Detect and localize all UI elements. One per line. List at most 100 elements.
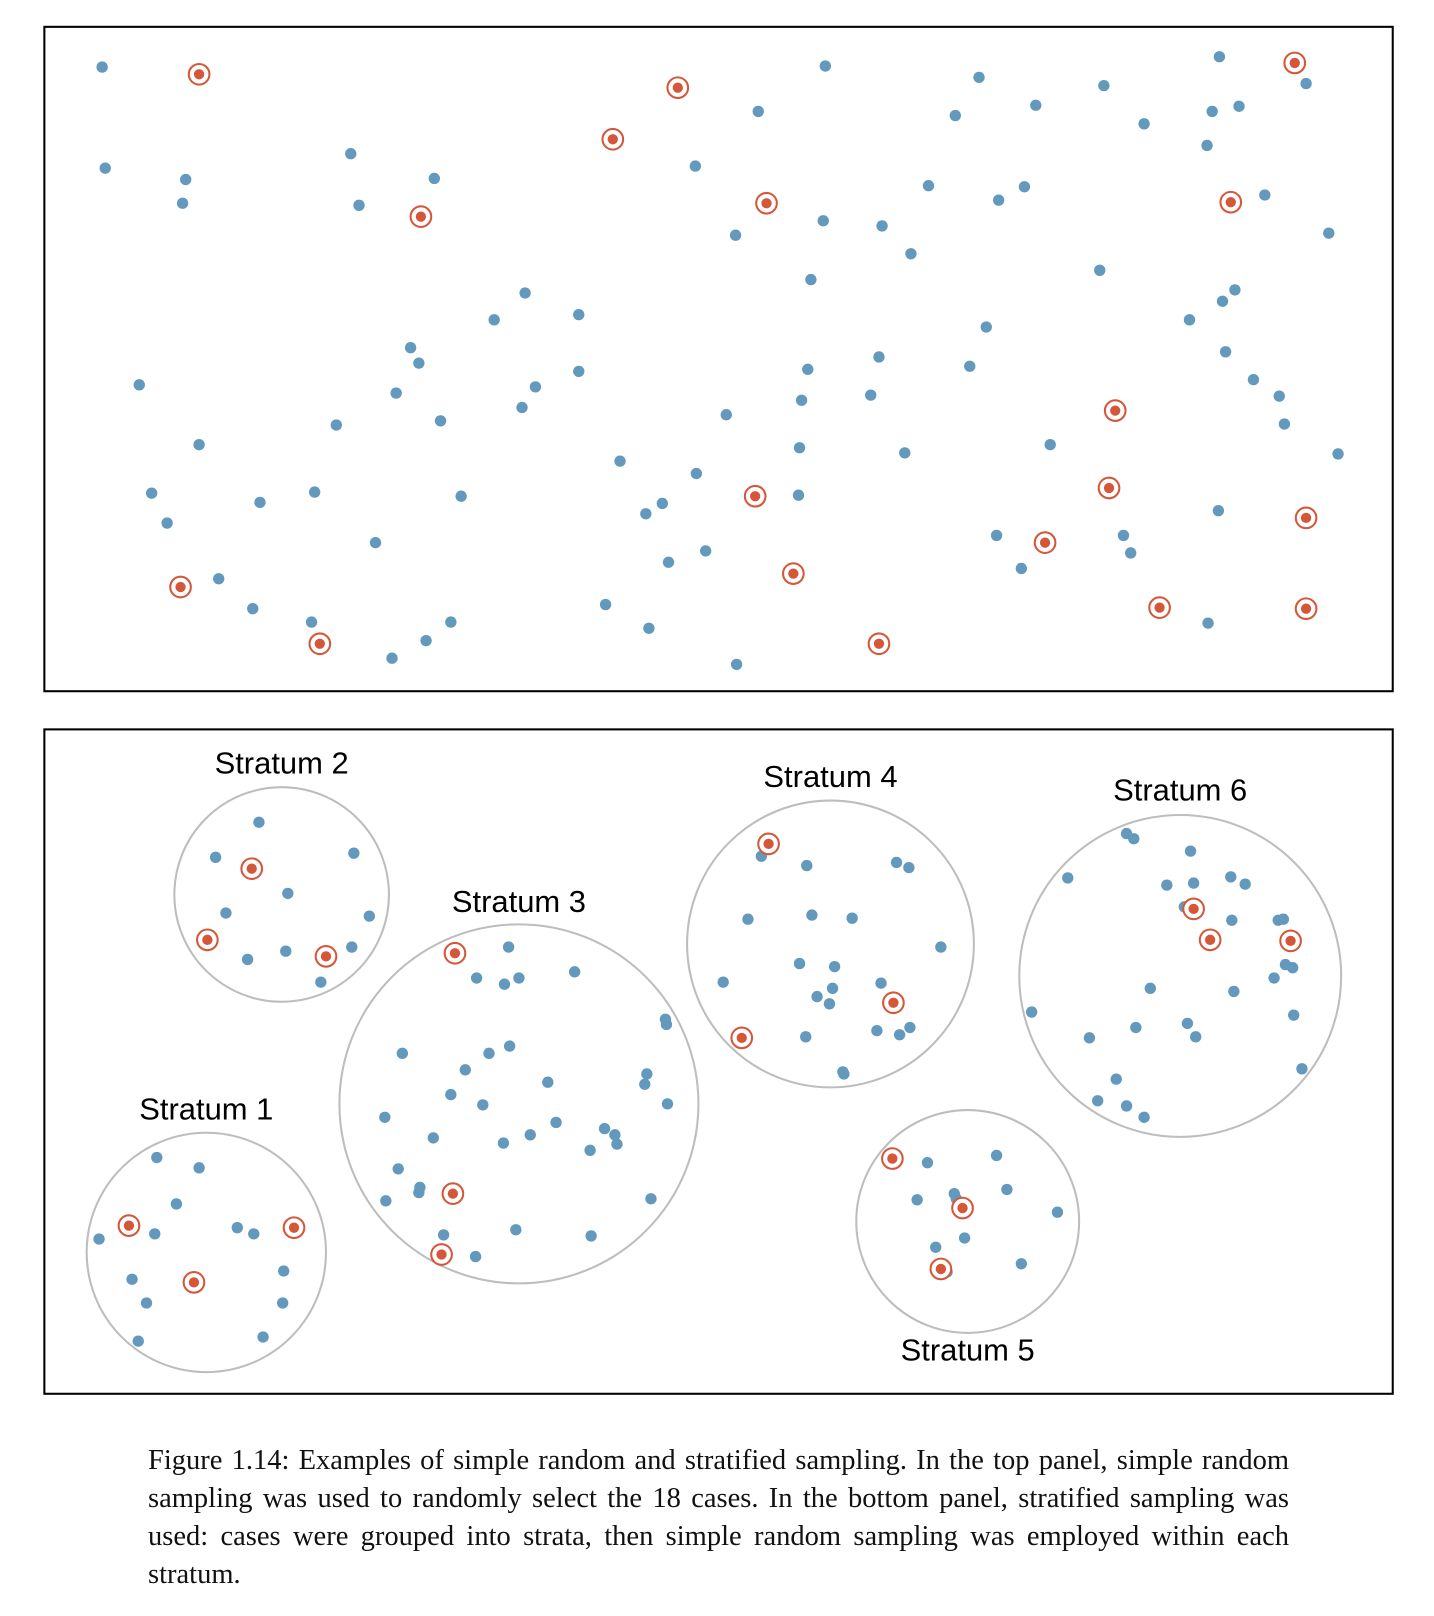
- case-point: [180, 173, 192, 186]
- case-point: [404, 342, 417, 354]
- case-point: [1098, 79, 1110, 92]
- case-point: [140, 1297, 153, 1309]
- case-point: [149, 1228, 161, 1240]
- sampled-case: [320, 951, 332, 962]
- case-point: [247, 603, 259, 615]
- case-point: [1161, 879, 1173, 891]
- case-point: [1229, 284, 1241, 296]
- case-point: [611, 1138, 623, 1150]
- case-point: [573, 308, 585, 321]
- case-point: [1117, 529, 1130, 542]
- sampled-case: [188, 1277, 200, 1288]
- case-point: [890, 856, 903, 869]
- case-point: [823, 998, 836, 1010]
- case-point: [1288, 1009, 1300, 1021]
- case-point: [1300, 77, 1312, 90]
- case-point: [427, 1132, 439, 1144]
- case-point: [811, 990, 823, 1003]
- stratum-boundary: [85, 1131, 328, 1374]
- case-point: [445, 1088, 457, 1101]
- case-point: [434, 415, 447, 427]
- case-point: [729, 229, 742, 241]
- sampled-case: [1154, 602, 1165, 613]
- case-point: [922, 180, 935, 192]
- case-point: [379, 1111, 391, 1123]
- case-point: [1190, 1031, 1202, 1043]
- sampled-case: [1039, 537, 1051, 548]
- case-point: [392, 1163, 404, 1175]
- case-point: [689, 160, 702, 172]
- case-point: [801, 859, 813, 872]
- case-point: [1268, 972, 1280, 984]
- case-point: [369, 536, 382, 549]
- case-point: [826, 982, 839, 995]
- case-point: [1120, 1100, 1133, 1112]
- sampled-case: [246, 863, 257, 874]
- case-point: [802, 363, 814, 376]
- sampled-case: [1300, 603, 1312, 614]
- case-point: [308, 486, 321, 498]
- case-point: [428, 172, 441, 185]
- case-point: [477, 1099, 489, 1111]
- case-point: [455, 490, 467, 502]
- case-point: [640, 508, 652, 520]
- case-point: [305, 616, 318, 628]
- case-point: [958, 1232, 971, 1244]
- sampled-case: [763, 838, 774, 850]
- sampled-case: [672, 82, 683, 93]
- case-point: [282, 887, 294, 900]
- sampled-case: [175, 581, 186, 593]
- case-point: [660, 1018, 673, 1031]
- case-point: [1044, 438, 1056, 451]
- case-point: [720, 409, 732, 421]
- case-point: [690, 467, 703, 480]
- case-point: [1206, 105, 1218, 118]
- case-point: [1273, 390, 1285, 402]
- case-point: [893, 1029, 906, 1041]
- stratum-label: Stratum 6: [1113, 772, 1247, 807]
- case-point: [510, 1224, 522, 1236]
- case-point: [1332, 448, 1344, 460]
- case-point: [503, 1040, 516, 1052]
- sampled-case: [761, 198, 772, 209]
- case-point: [609, 1129, 621, 1141]
- case-point: [390, 387, 402, 399]
- sampled-case: [123, 1220, 135, 1231]
- case-point: [1213, 51, 1226, 63]
- case-point: [1001, 1183, 1013, 1196]
- case-point: [871, 1024, 883, 1037]
- sampled-case: [1188, 903, 1199, 915]
- case-point: [717, 976, 729, 988]
- case-point: [524, 1129, 536, 1141]
- stratum-boundary: [686, 799, 975, 1089]
- sampled-case: [887, 1153, 898, 1164]
- case-point: [584, 1144, 596, 1156]
- sampled-case: [1103, 482, 1115, 494]
- top-panel: [43, 25, 1394, 693]
- case-point: [876, 220, 888, 232]
- case-point: [231, 1222, 243, 1234]
- sampled-case: [415, 211, 427, 222]
- stratum-label: Stratum 3: [452, 884, 586, 919]
- case-point: [1110, 1073, 1122, 1085]
- case-point: [516, 401, 528, 414]
- case-point: [1094, 264, 1106, 276]
- stratum-boundary: [173, 786, 390, 1003]
- case-point: [257, 1331, 269, 1343]
- case-point: [921, 1157, 934, 1169]
- case-point: [904, 1021, 916, 1034]
- sampled-case: [935, 1263, 947, 1275]
- case-point: [1239, 878, 1251, 890]
- case-point: [254, 496, 266, 509]
- case-point: [346, 941, 358, 953]
- case-point: [132, 1335, 144, 1347]
- sampled-case: [957, 1202, 968, 1214]
- sampled-case: [193, 69, 205, 80]
- case-point: [248, 1228, 260, 1240]
- case-point: [903, 861, 915, 874]
- stratum-boundary: [338, 923, 700, 1285]
- case-point: [99, 162, 111, 174]
- sampled-case: [888, 997, 899, 1008]
- case-point: [330, 419, 342, 431]
- case-point: [502, 941, 515, 953]
